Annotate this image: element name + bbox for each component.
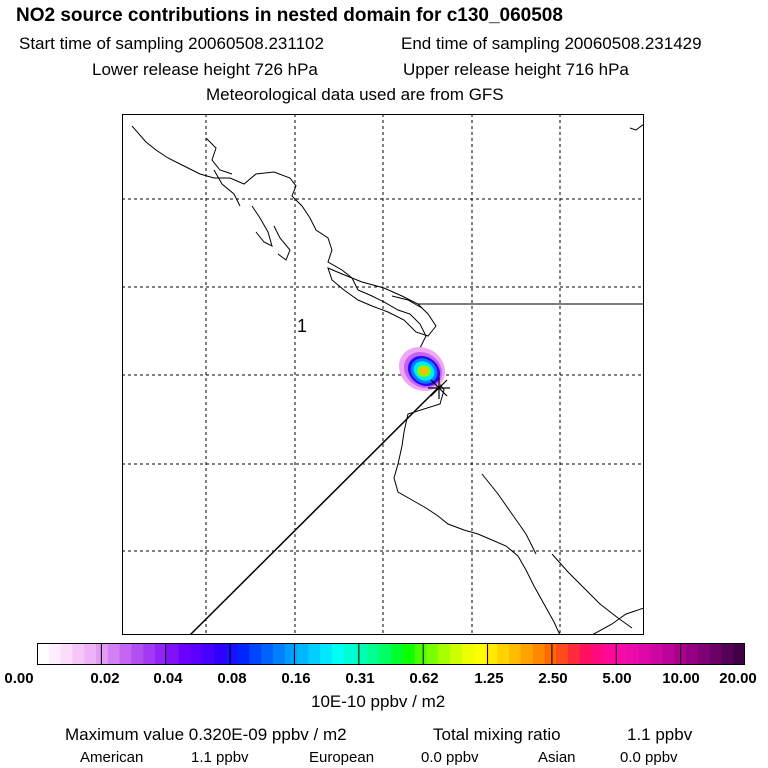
met-data-label: Meteorological data used are from GFS [206,85,504,104]
colorbar-swatch [509,643,522,665]
total-mixing-label: Total mixing ratio [433,725,561,744]
colorbar-swatch [638,643,651,665]
colorbar-swatch [615,643,628,665]
colorbar-tick-label: 0.62 [409,670,439,687]
colorbar-swatch [603,643,616,665]
colorbar-swatch [355,643,368,665]
colorbar-swatch [190,643,203,665]
colorbar-swatch [391,643,404,665]
colorbar-swatch [556,643,569,665]
maximum-value-label: Maximum value 0.320E-09 ppbv / m2 [65,725,347,744]
end-time-label: End time of sampling 20060508.231429 [401,34,702,53]
source-value-american: 1.1 ppbv [191,749,249,766]
plot-title: NO2 source contributions in nested domai… [16,5,563,26]
colorbar-unit-label: 10E-10 ppbv / m2 [311,692,446,711]
colorbar-swatch [568,643,581,665]
colorbar-swatch [166,643,179,665]
colorbar-swatch [450,643,463,665]
colorbar-swatch [532,643,545,665]
colorbar-swatch [650,643,663,665]
upper-release-label: Upper release height 716 hPa [403,60,629,79]
colorbar-swatch [225,643,238,665]
colorbar-swatch [520,643,533,665]
colorbar-swatch [733,643,745,665]
start-time-label: Start time of sampling 20060508.231102 [19,34,324,53]
colorbar-tick-label: 0.02 [90,670,120,687]
colorbar-swatch [485,643,498,665]
source-value-asian: 0.0 ppbv [620,749,678,766]
colorbar-swatch [143,643,156,665]
colorbar-swatch [332,643,345,665]
colorbar-swatch [497,643,510,665]
flight-segment-label: 1 [297,316,307,336]
map-panel: 1 [122,114,644,635]
colorbar-tick-label: 10.00 [662,670,700,687]
colorbar-swatch [591,643,604,665]
colorbar-swatch [261,643,274,665]
colorbar-swatch [48,643,61,665]
colorbar-swatch [237,643,250,665]
colorbar-swatch [249,643,262,665]
colorbar-swatch [367,643,380,665]
colorbar-swatch [96,643,109,665]
colorbar-swatch [72,643,85,665]
colorbar-swatch [579,643,592,665]
colorbar-tick-label: 0.08 [217,670,247,687]
colorbar-swatch [697,643,710,665]
colorbar-swatch [461,643,474,665]
colorbar-swatch [426,643,439,665]
colorbar-swatch [709,643,722,665]
colorbar-swatch [627,643,640,665]
colorbar-tick-label: 0.04 [153,670,183,687]
colorbar-swatch [308,643,321,665]
colorbar-border [37,643,745,665]
colorbar-swatch [60,643,73,665]
lat-lon-grid [122,114,644,635]
colorbar-swatch [155,643,168,665]
colorbar-swatch [721,643,734,665]
source-name-european: European [309,749,375,766]
source-value-european: 0.0 ppbv [421,749,479,766]
colorbar-swatch [544,643,557,665]
colorbar-swatch [178,643,191,665]
colorbar-swatch [343,643,356,665]
colorbar-swatch [214,643,227,665]
colorbar-tick-label: 0.31 [345,670,375,687]
colorbar-swatch [107,643,120,665]
colorbar-tick-label: 0.16 [281,670,311,687]
colorbar-tick-label: 20.00 [719,670,757,687]
colorbar-swatch [438,643,451,665]
colorbar-swatch [202,643,215,665]
colorbar-swatch [662,643,675,665]
colorbar-swatch [119,643,132,665]
colorbar-swatch [686,643,699,665]
colorbar-swatch [402,643,415,665]
source-name-asian: Asian [538,749,576,766]
colorbar-tick-label: 2.50 [538,670,568,687]
colorbar-tick-label: 5.00 [602,670,632,687]
colorbar-swatch [296,643,309,665]
coastline [131,123,644,635]
colorbar-swatch [320,643,333,665]
source-name-american: American [80,749,144,766]
colorbar-swatch [414,643,427,665]
colorbar-tick-label: 1.25 [474,670,504,687]
colorbar-swatch [273,643,286,665]
release-point-star-icon [428,377,450,399]
lower-release-label: Lower release height 726 hPa [92,60,318,79]
colorbar-swatch [37,643,50,665]
colorbar-tick-label: 0.00 [4,670,34,687]
colorbar-swatch [473,643,486,665]
flight-track-line [189,385,441,635]
colorbar [37,643,745,665]
colorbar-swatch [131,643,144,665]
colorbar-swatch [379,643,392,665]
no2-plume-contours [398,346,446,392]
colorbar-swatch [84,643,97,665]
total-mixing-value: 1.1 ppbv [627,725,693,744]
colorbar-swatch [284,643,297,665]
